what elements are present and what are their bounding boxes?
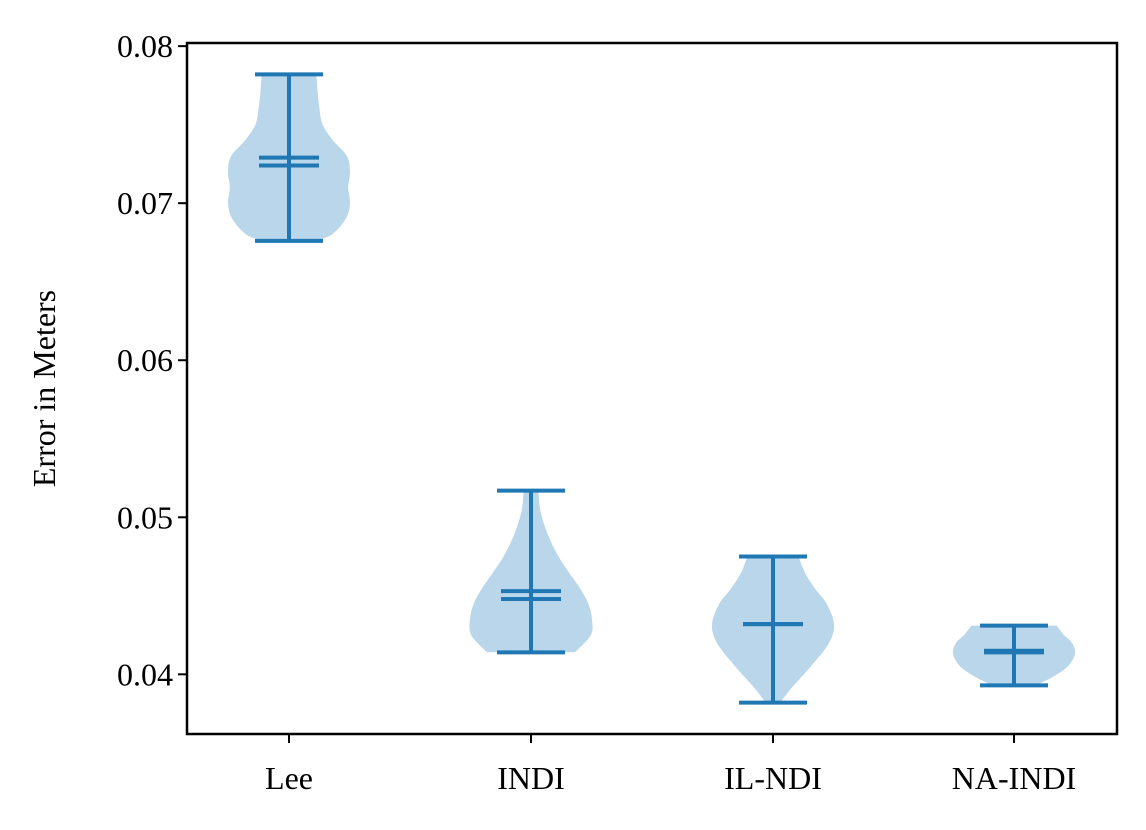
y-tick-label: 0.08: [117, 28, 173, 64]
y-tick-label: 0.06: [117, 342, 173, 378]
plot-frame: [185, 41, 1119, 736]
violin-bodies: [227, 74, 1076, 703]
x-tick-label: Lee: [265, 760, 313, 796]
x-tick-label: IL-NDI: [724, 760, 822, 796]
x-tick-label: INDI: [497, 760, 565, 796]
violin-stat-lines: [255, 72, 1048, 705]
y-axis-label: Error in Meters: [26, 290, 62, 487]
y-tick-label: 0.07: [117, 185, 173, 221]
y-tick-label: 0.05: [117, 499, 173, 535]
x-tick-label: NA-INDI: [952, 760, 1076, 796]
x-axis-ticks: Lee INDI IL-NDI NA-INDI: [265, 734, 1076, 796]
y-axis-ticks: 0.04 0.05 0.06 0.07 0.08: [117, 28, 187, 692]
y-tick-label: 0.04: [117, 656, 173, 692]
